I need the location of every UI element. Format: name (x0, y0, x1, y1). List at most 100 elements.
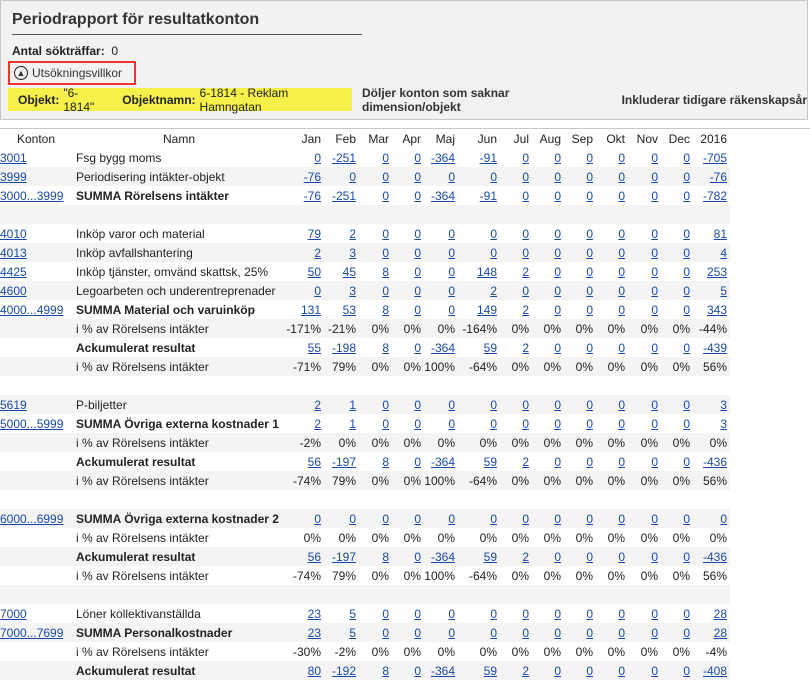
value-cell[interactable]: 3 (324, 281, 359, 300)
account-cell[interactable]: 7000...7699 (0, 623, 72, 642)
value-link[interactable]: 0 (554, 169, 561, 184)
value-cell[interactable]: 0 (532, 623, 564, 642)
value-link[interactable]: 8 (382, 340, 389, 355)
value-cell[interactable]: 80 (286, 661, 324, 680)
value-cell[interactable]: 0 (392, 547, 424, 566)
value-link[interactable]: -91 (479, 188, 497, 203)
value-link[interactable]: 0 (586, 606, 593, 621)
value-link[interactable]: 0 (586, 416, 593, 431)
account-link[interactable]: 5000...5999 (0, 416, 64, 431)
value-link[interactable]: 0 (586, 283, 593, 298)
value-cell[interactable]: 0 (661, 148, 693, 167)
value-link[interactable]: 59 (483, 663, 497, 678)
value-link[interactable]: 2 (522, 264, 529, 279)
value-link[interactable]: 23 (307, 606, 321, 621)
value-link[interactable]: 0 (490, 397, 497, 412)
value-cell[interactable]: 56 (286, 547, 324, 566)
value-link[interactable]: 0 (314, 283, 321, 298)
value-cell[interactable]: 0 (424, 300, 458, 319)
value-link[interactable]: 0 (586, 454, 593, 469)
value-cell[interactable]: 0 (392, 395, 424, 414)
value-cell[interactable]: 0 (596, 338, 628, 357)
value-cell[interactable]: 0 (359, 414, 392, 433)
value-cell[interactable]: 59 (458, 547, 500, 566)
value-link[interactable]: 0 (651, 169, 658, 184)
value-link[interactable]: 1 (349, 397, 356, 412)
value-link[interactable]: 0 (586, 302, 593, 317)
value-cell[interactable]: -436 (693, 452, 730, 471)
value-cell[interactable]: -251 (324, 148, 359, 167)
value-link[interactable]: 0 (314, 511, 321, 526)
value-link[interactable]: 8 (382, 663, 389, 678)
value-link[interactable]: 0 (522, 625, 529, 640)
value-link[interactable]: 253 (706, 264, 727, 279)
value-link[interactable]: 0 (618, 397, 625, 412)
value-link[interactable]: 0 (586, 549, 593, 564)
value-cell[interactable]: 0 (661, 414, 693, 433)
value-cell[interactable]: 2 (500, 262, 532, 281)
value-cell[interactable]: 0 (661, 167, 693, 186)
value-cell[interactable]: 0 (532, 395, 564, 414)
value-link[interactable]: 8 (382, 549, 389, 564)
value-link[interactable]: 0 (586, 663, 593, 678)
value-link[interactable]: 0 (586, 625, 593, 640)
value-link[interactable]: 0 (651, 397, 658, 412)
value-link[interactable]: -436 (702, 454, 727, 469)
value-link[interactable]: 28 (713, 625, 727, 640)
value-cell[interactable]: 0 (661, 262, 693, 281)
value-cell[interactable]: 0 (359, 623, 392, 642)
value-cell[interactable]: 0 (359, 281, 392, 300)
value-cell[interactable]: 0 (424, 509, 458, 528)
value-link[interactable]: 0 (382, 416, 389, 431)
value-link[interactable]: 0 (522, 416, 529, 431)
value-link[interactable]: 0 (618, 663, 625, 678)
value-link[interactable]: 0 (522, 511, 529, 526)
value-cell[interactable]: 0 (500, 186, 532, 205)
account-cell[interactable]: 5619 (0, 395, 72, 414)
value-link[interactable]: 0 (554, 454, 561, 469)
value-cell[interactable]: 23 (286, 604, 324, 623)
value-cell[interactable]: 0 (628, 148, 661, 167)
value-link[interactable]: 0 (414, 283, 421, 298)
value-link[interactable]: 0 (490, 625, 497, 640)
value-cell[interactable]: 0 (564, 243, 596, 262)
value-cell[interactable]: 0 (359, 509, 392, 528)
value-cell[interactable]: 0 (564, 547, 596, 566)
value-link[interactable]: 2 (522, 302, 529, 317)
value-link[interactable]: -436 (702, 549, 727, 564)
value-link[interactable]: 0 (618, 454, 625, 469)
value-link[interactable]: -76 (303, 169, 321, 184)
value-cell[interactable]: 0 (564, 509, 596, 528)
value-cell[interactable]: 2 (500, 300, 532, 319)
value-cell[interactable]: 0 (564, 661, 596, 680)
value-cell[interactable]: 0 (500, 509, 532, 528)
value-cell[interactable]: 0 (693, 509, 730, 528)
value-link[interactable]: 0 (382, 625, 389, 640)
value-link[interactable]: 0 (554, 264, 561, 279)
value-cell[interactable]: 2 (458, 281, 500, 300)
value-link[interactable]: -76 (303, 188, 321, 203)
value-link[interactable]: 0 (414, 625, 421, 640)
value-link[interactable]: 0 (554, 511, 561, 526)
value-cell[interactable]: 2 (500, 661, 532, 680)
value-link[interactable]: 0 (382, 169, 389, 184)
value-cell[interactable]: 0 (392, 452, 424, 471)
value-cell[interactable]: 0 (500, 148, 532, 167)
value-link[interactable]: -782 (702, 188, 727, 203)
value-cell[interactable]: 3 (693, 395, 730, 414)
value-cell[interactable]: 0 (500, 604, 532, 623)
value-cell[interactable]: -192 (324, 661, 359, 680)
value-link[interactable]: 0 (618, 169, 625, 184)
value-cell[interactable]: 0 (661, 243, 693, 262)
account-cell[interactable]: 3001 (0, 148, 72, 167)
value-link[interactable]: 0 (414, 226, 421, 241)
value-link[interactable]: -76 (709, 169, 727, 184)
value-cell[interactable]: 0 (286, 281, 324, 300)
value-cell[interactable]: 0 (661, 604, 693, 623)
value-cell[interactable]: 0 (532, 414, 564, 433)
value-link[interactable]: 0 (414, 454, 421, 469)
value-link[interactable]: 0 (683, 245, 690, 260)
value-cell[interactable]: 0 (424, 281, 458, 300)
value-link[interactable]: 81 (713, 226, 727, 241)
value-cell[interactable]: 0 (532, 452, 564, 471)
